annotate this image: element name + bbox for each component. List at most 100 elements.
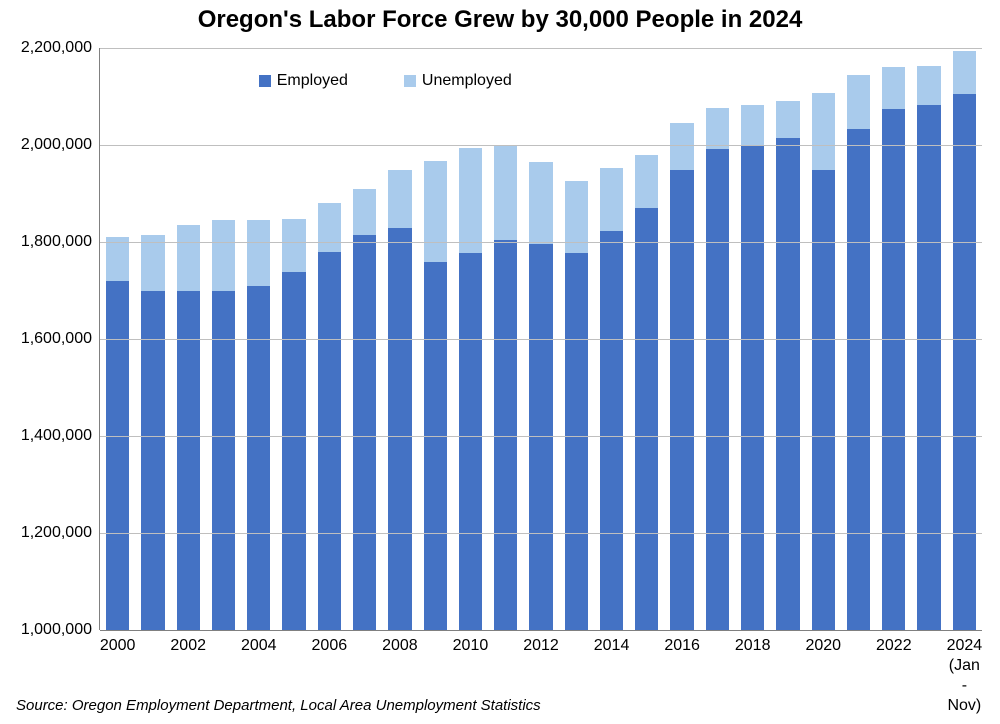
legend-swatch <box>259 75 271 87</box>
bar-group <box>177 225 200 630</box>
bar-employed <box>212 291 235 631</box>
bar-employed <box>388 228 411 630</box>
x-tick-label: 2012 <box>523 630 559 656</box>
gridline <box>100 145 982 146</box>
gridline <box>100 339 982 340</box>
y-axis-line <box>99 48 100 630</box>
bar-group <box>635 155 658 630</box>
legend-label: Employed <box>277 72 348 90</box>
bar-group <box>282 219 305 630</box>
bar-unemployed <box>600 168 623 231</box>
x-tick-label: 2010 <box>453 630 489 656</box>
bar-employed <box>106 281 129 630</box>
bar-group <box>494 146 517 630</box>
bar-unemployed <box>529 162 552 244</box>
bar-unemployed <box>318 203 341 252</box>
bar-unemployed <box>177 225 200 290</box>
bar-group <box>318 203 341 630</box>
y-tick-label: 1,800,000 <box>21 233 100 251</box>
bar-employed <box>812 170 835 630</box>
bar-employed <box>141 291 164 631</box>
bar-employed <box>177 291 200 631</box>
plot-area: EmployedUnemployed 1,000,0001,200,0001,4… <box>100 48 982 630</box>
x-tick-label: 2008 <box>382 630 418 656</box>
bar-employed <box>318 252 341 630</box>
bar-employed <box>882 109 905 630</box>
bar-group <box>882 67 905 630</box>
bar-unemployed <box>388 170 411 228</box>
bar-employed <box>494 240 517 630</box>
bar-group <box>847 75 870 630</box>
bar-group <box>812 93 835 630</box>
bar-group <box>388 170 411 630</box>
bar-unemployed <box>776 101 799 137</box>
bar-unemployed <box>917 66 940 105</box>
x-tick-label: 2022 <box>876 630 912 656</box>
gridline <box>100 436 982 437</box>
labor-force-chart: Oregon's Labor Force Grew by 30,000 Peop… <box>0 0 1000 724</box>
bar-group <box>247 220 270 630</box>
bar-employed <box>847 129 870 630</box>
bar-unemployed <box>847 75 870 130</box>
gridline <box>100 533 982 534</box>
bar-group <box>953 51 976 630</box>
bar-employed <box>459 253 482 630</box>
bar-employed <box>741 146 764 630</box>
bar-employed <box>706 149 729 630</box>
bar-group <box>565 181 588 630</box>
bar-group <box>529 162 552 630</box>
bar-group <box>106 237 129 630</box>
y-tick-label: 2,000,000 <box>21 136 100 154</box>
bar-group <box>212 220 235 630</box>
bar-unemployed <box>212 220 235 290</box>
x-tick-label: 2004 <box>241 630 277 656</box>
bar-group <box>741 105 764 630</box>
y-tick-label: 1,400,000 <box>21 427 100 445</box>
x-tick-label: 2018 <box>735 630 771 656</box>
bar-employed <box>670 170 693 630</box>
bar-employed <box>776 138 799 630</box>
legend-swatch <box>404 75 416 87</box>
bar-group <box>776 101 799 630</box>
legend-label: Unemployed <box>422 72 512 90</box>
bar-employed <box>247 286 270 630</box>
bar-unemployed <box>106 237 129 281</box>
x-tick-label: 2016 <box>664 630 700 656</box>
bar-employed <box>917 105 940 630</box>
bar-group <box>670 123 693 630</box>
bar-employed <box>353 235 376 630</box>
bar-unemployed <box>706 108 729 149</box>
bar-unemployed <box>812 93 835 171</box>
chart-title: Oregon's Labor Force Grew by 30,000 Peop… <box>0 6 1000 34</box>
bar-group <box>600 168 623 630</box>
bar-unemployed <box>494 146 517 239</box>
bar-group <box>917 66 940 630</box>
bar-group <box>424 161 447 630</box>
bar-unemployed <box>635 155 658 208</box>
legend-item: Unemployed <box>404 72 512 90</box>
bar-unemployed <box>882 67 905 108</box>
source-note: Source: Oregon Employment Department, Lo… <box>16 697 541 714</box>
bar-employed <box>600 231 623 630</box>
x-tick-label: 2002 <box>170 630 206 656</box>
y-tick-label: 1,000,000 <box>21 621 100 639</box>
bar-employed <box>529 244 552 630</box>
bar-unemployed <box>741 105 764 146</box>
bar-unemployed <box>424 161 447 263</box>
legend: Employed Unemployed <box>259 72 512 90</box>
bar-unemployed <box>670 123 693 170</box>
bar-unemployed <box>247 220 270 285</box>
bar-group <box>353 189 376 630</box>
gridline <box>100 242 982 243</box>
bar-employed <box>953 94 976 630</box>
bar-unemployed <box>953 51 976 94</box>
x-tick-label: 2000 <box>100 630 136 656</box>
bar-group <box>141 235 164 630</box>
bar-employed <box>565 253 588 630</box>
bar-group <box>459 148 482 630</box>
x-tick-label: 2014 <box>594 630 630 656</box>
bar-employed <box>424 262 447 630</box>
bar-unemployed <box>459 148 482 252</box>
bar-unemployed <box>353 189 376 235</box>
bar-unemployed <box>141 235 164 291</box>
